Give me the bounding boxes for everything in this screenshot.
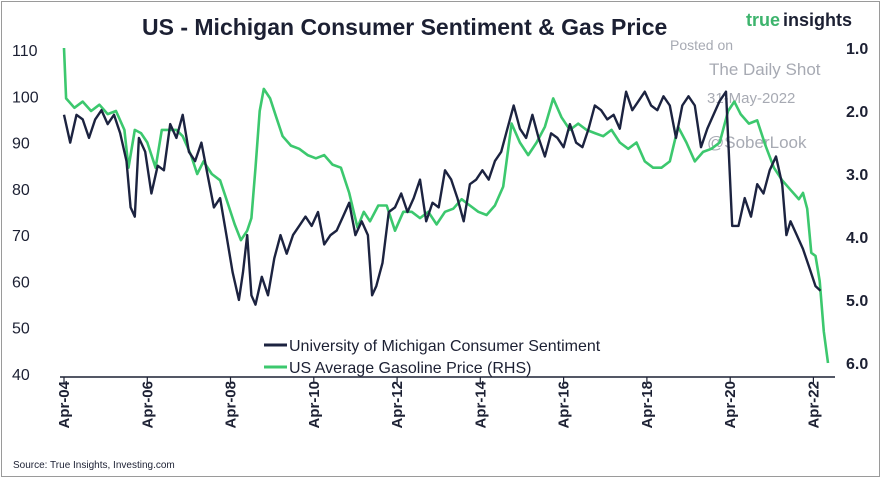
left-tick-label: 70 <box>12 228 30 245</box>
left-tick-label: 40 <box>12 367 30 384</box>
gas-price-series-line <box>62 47 830 364</box>
right-tick-label: 2.0 <box>846 104 868 121</box>
legend-label-sentiment: University of Michigan Consumer Sentimen… <box>289 338 601 355</box>
x-tick-label: Apr-16 <box>556 381 573 429</box>
left-axis: 110 100 90 80 70 60 50 40 <box>12 43 39 384</box>
x-axis: Apr-04 Apr-06 Apr-08 Apr-10 Apr-12 Apr-14 Apr-… <box>56 377 822 429</box>
watermark-handle: @SoberLook <box>707 133 807 152</box>
source-note: Source: True Insights, Investing.com <box>13 460 175 471</box>
sentiment-series-line <box>62 90 822 306</box>
left-tick-label: 50 <box>12 321 30 338</box>
right-tick-label: 5.0 <box>846 293 868 310</box>
brand-logo-part1: true <box>746 10 780 30</box>
left-tick-label: 60 <box>12 274 30 291</box>
x-tick-label: Apr-22 <box>805 381 822 429</box>
x-tick-label: Apr-12 <box>389 381 406 429</box>
watermark-daily-shot: The Daily Shot <box>709 60 821 79</box>
brand-logo: true insights <box>746 10 852 30</box>
right-tick-label: 6.0 <box>846 356 868 373</box>
right-tick-label: 4.0 <box>846 230 868 247</box>
left-tick-label: 90 <box>12 136 30 153</box>
left-tick-label: 110 <box>12 43 38 60</box>
x-tick-label: Apr-04 <box>56 380 73 428</box>
right-tick-label: 3.0 <box>846 167 868 184</box>
left-tick-label: 80 <box>12 182 30 199</box>
chart-title: US - Michigan Consumer Sentiment & Gas P… <box>142 14 667 40</box>
x-tick-label: Apr-18 <box>639 381 656 429</box>
x-tick-label: Apr-14 <box>472 380 489 428</box>
right-axis: 1.0 2.0 3.0 4.0 5.0 6.0 <box>846 41 868 373</box>
right-tick-label: 1.0 <box>846 41 868 58</box>
x-tick-label: Apr-10 <box>306 381 323 429</box>
legend: University of Michigan Consumer Sentimen… <box>264 338 601 377</box>
brand-logo-part2: insights <box>783 10 852 30</box>
x-tick-label: Apr-06 <box>139 381 156 429</box>
x-tick-label: Apr-08 <box>223 381 240 429</box>
x-tick-label: Apr-20 <box>722 381 739 429</box>
watermark-date: 31-May-2022 <box>707 90 795 107</box>
left-tick-label: 100 <box>12 89 39 106</box>
watermark-posted-on: Posted on <box>670 37 733 53</box>
legend-label-gas: US Average Gasoline Price (RHS) <box>289 360 531 377</box>
